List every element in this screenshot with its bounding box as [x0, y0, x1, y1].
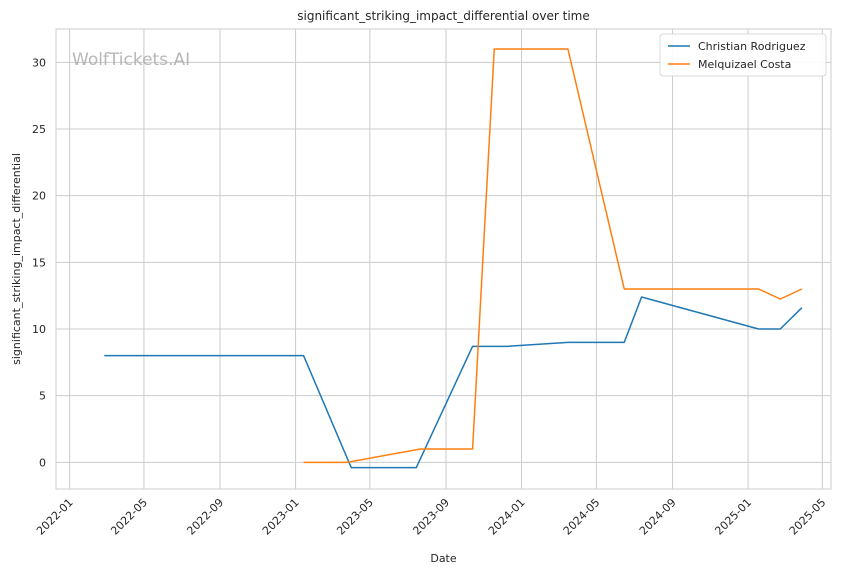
- grid: [56, 29, 831, 489]
- series-line-2: [303, 48, 803, 464]
- chart-title: significant_striking_impact_differential…: [297, 9, 589, 23]
- legend: Christian Rodriguez Melquizael Costa: [659, 33, 827, 77]
- legend-box: [659, 33, 827, 77]
- y-tick-label: 20: [32, 190, 46, 203]
- y-axis-label: significant_striking_impact_differential: [10, 153, 23, 365]
- y-tick-label: 10: [32, 323, 46, 336]
- y-tick-label: 5: [39, 390, 46, 403]
- legend-entry: Christian Rodriguez: [698, 40, 806, 53]
- series-line-1: [104, 296, 803, 469]
- y-tick-label: 25: [32, 123, 46, 136]
- y-tick-label: 30: [32, 56, 46, 69]
- y-tick-label: 15: [32, 256, 46, 269]
- legend-entry: Melquizael Costa: [698, 58, 791, 71]
- series-lines: [104, 48, 803, 469]
- watermark-text: WolfTickets.AI: [72, 50, 190, 70]
- y-tick-label: 0: [39, 456, 46, 469]
- plot-frame: [55, 28, 832, 490]
- x-axis-label: Date: [430, 552, 457, 565]
